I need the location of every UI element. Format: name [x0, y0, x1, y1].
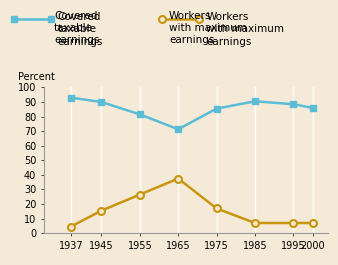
- Text: Covered
taxable
earnings: Covered taxable earnings: [54, 11, 99, 45]
- Text: Percent: Percent: [18, 72, 55, 82]
- Text: Covered
taxable
earnings: Covered taxable earnings: [57, 12, 103, 47]
- Text: Workers
with maximum
earnings: Workers with maximum earnings: [206, 12, 284, 47]
- Text: Workers
with maximum
earnings: Workers with maximum earnings: [169, 11, 247, 45]
